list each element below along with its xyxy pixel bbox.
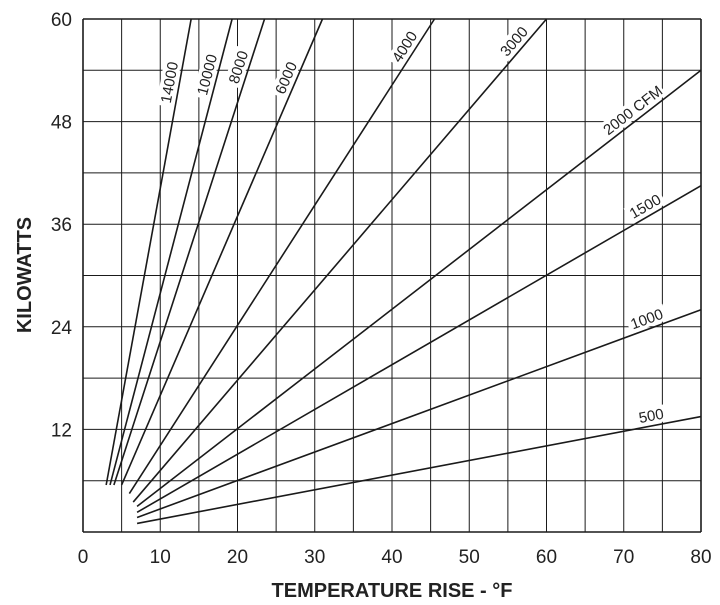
series-label-background xyxy=(623,188,667,224)
y-tick-label: 24 xyxy=(51,318,73,339)
series-label-background xyxy=(192,49,221,100)
x-tick-label: 50 xyxy=(459,547,480,568)
series-label-background xyxy=(494,20,534,62)
series-line xyxy=(128,18,436,494)
tick-labels: 0 10 20 30 40 50 60 70 80 12 24 36 48 60 xyxy=(51,10,712,568)
x-tick-label: 40 xyxy=(381,547,402,568)
series-line xyxy=(136,415,702,525)
x-tick-label: 60 xyxy=(536,547,557,568)
y-tick-label: 60 xyxy=(51,10,72,31)
series-line xyxy=(120,18,324,486)
y-tick-label: 12 xyxy=(51,420,72,441)
series-label-background xyxy=(386,25,423,68)
series-line xyxy=(113,18,266,486)
series-label: 500 xyxy=(637,406,665,427)
series-label-background xyxy=(270,56,302,100)
series-label-group: 2000 CFM xyxy=(598,80,667,140)
series-lines xyxy=(105,18,702,525)
series-label-group: 14000 xyxy=(156,57,182,108)
series-label-background xyxy=(598,80,667,140)
series-label: 2000 CFM xyxy=(600,83,666,139)
series-line xyxy=(109,18,233,486)
x-tick-label: 30 xyxy=(304,547,325,568)
series-line xyxy=(136,308,702,519)
x-axis-title: TEMPERATURE RISE - °F xyxy=(272,580,513,602)
series-label-background xyxy=(223,45,253,89)
y-tick-label: 36 xyxy=(51,215,72,236)
series-label-background xyxy=(634,404,669,427)
series-label-background xyxy=(625,303,669,334)
x-tick-label: 20 xyxy=(227,547,248,568)
x-tick-label: 10 xyxy=(150,547,171,568)
y-tick-label: 48 xyxy=(51,113,72,134)
x-tick-label: 0 xyxy=(78,547,89,568)
series-line xyxy=(105,18,192,486)
series-line xyxy=(136,185,702,514)
series-label-group: 500 xyxy=(634,404,669,427)
x-tick-label: 70 xyxy=(613,547,634,568)
series-line xyxy=(136,69,702,507)
y-axis-title: KILOWATTS xyxy=(14,217,36,333)
series-line xyxy=(132,18,548,503)
series-label: 14000 xyxy=(158,60,182,104)
series-label-background xyxy=(156,57,182,108)
x-tick-label: 80 xyxy=(690,547,711,568)
